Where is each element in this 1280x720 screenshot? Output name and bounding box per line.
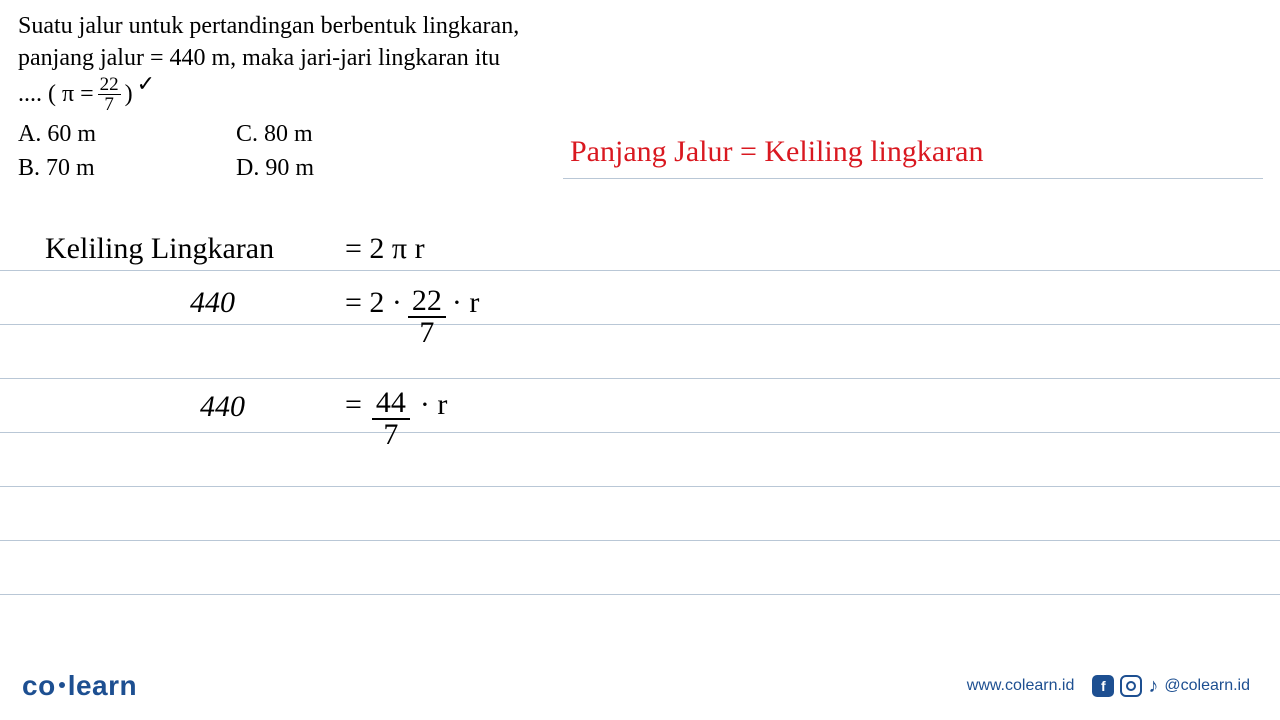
pi-fraction: 22 7	[98, 75, 121, 114]
ruled-line	[0, 540, 1280, 541]
options-row: A. 60 m B. 70 m C. 80 m D. 90 m	[18, 118, 558, 185]
question-line-3: .... ( π = 22 7 ) ✓	[18, 75, 558, 114]
work-step2-frac-den: 7	[415, 318, 438, 348]
work-step2-fraction: 22 7	[408, 286, 446, 348]
work-step2-row: = 2 · 22 7 · r	[345, 286, 479, 348]
tiktok-icon: ♪	[1148, 675, 1158, 698]
instagram-icon	[1120, 675, 1142, 697]
footer-url: www.colearn.id	[967, 677, 1075, 695]
option-d: D. 90 m	[236, 152, 314, 184]
pi-close: )	[125, 78, 133, 110]
pi-fraction-den: 7	[102, 95, 116, 114]
question-block: Suatu jalur untuk pertandingan berbentuk…	[18, 10, 558, 185]
options-col-2: C. 80 m D. 90 m	[236, 118, 314, 185]
social-icons: f ♪ @colearn.id	[1092, 675, 1250, 698]
logo-right: learn	[68, 670, 137, 701]
logo: colearn	[22, 670, 137, 702]
work-step1-eq: = 2 π r	[345, 232, 425, 266]
work-step2-eq: = 2 ·	[345, 286, 402, 320]
work-step3-left: 440	[200, 390, 245, 424]
question-line-2: panjang jalur = 440 m, maka jari-jari li…	[18, 42, 558, 74]
work-step3-fraction: 44 7	[372, 388, 410, 450]
logo-left: co	[22, 670, 56, 701]
logo-dot-icon	[59, 682, 65, 688]
work-step1-label: Keliling Lingkaran	[45, 232, 274, 266]
work-step3-eq: =	[345, 388, 362, 422]
facebook-icon: f	[1092, 675, 1114, 697]
footer-handle: @colearn.id	[1164, 677, 1250, 695]
footer-right: www.colearn.id f ♪ @colearn.id	[967, 675, 1250, 698]
annotation-text: Panjang Jalur = Keliling lingkaran	[570, 135, 984, 169]
option-b: B. 70 m	[18, 152, 96, 184]
ruled-line	[0, 432, 1280, 433]
question-line-1: Suatu jalur untuk pertandingan berbentuk…	[18, 10, 558, 42]
work-step3-tail: · r	[420, 388, 447, 422]
work-step2-tail: · r	[452, 286, 479, 320]
work-step3-row: = 44 7 · r	[345, 388, 447, 450]
option-c: C. 80 m	[236, 118, 314, 150]
pi-open: ( π =	[48, 78, 94, 110]
annotation-underline	[563, 178, 1263, 179]
work-step3-frac-num: 44	[372, 388, 410, 420]
option-a: A. 60 m	[18, 118, 96, 150]
pi-fraction-num: 22	[98, 75, 121, 95]
options-col-1: A. 60 m B. 70 m	[18, 118, 96, 185]
ruled-line	[0, 324, 1280, 325]
work-step3-frac-den: 7	[379, 420, 402, 450]
ruled-line	[0, 594, 1280, 595]
ruled-line	[0, 486, 1280, 487]
checkmark-icon: ✓	[137, 69, 155, 99]
footer: colearn www.colearn.id f ♪ @colearn.id	[0, 670, 1280, 702]
work-step2-frac-num: 22	[408, 286, 446, 318]
question-ellipsis: ....	[18, 78, 42, 110]
ruled-line	[0, 378, 1280, 379]
work-step2-left: 440	[190, 286, 235, 320]
ruled-line	[0, 270, 1280, 271]
